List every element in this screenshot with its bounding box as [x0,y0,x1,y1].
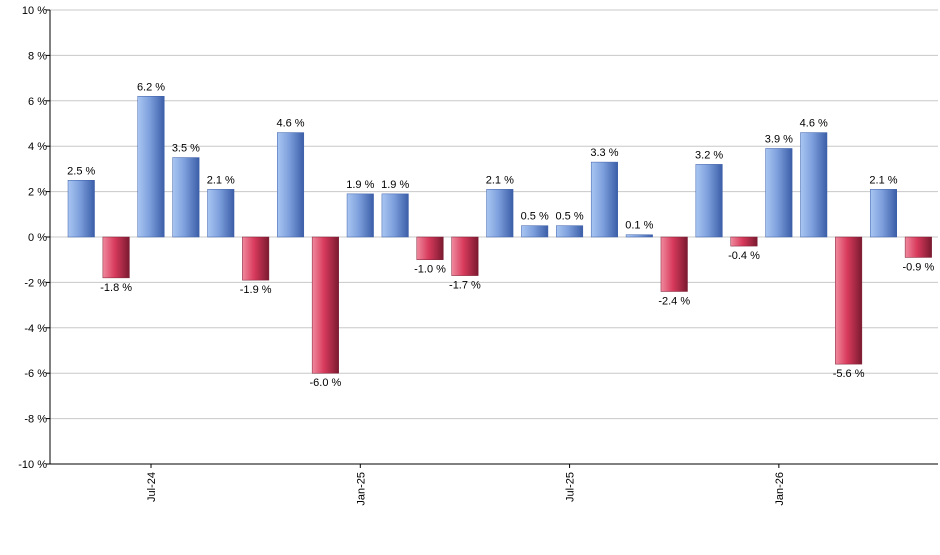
bar-positive [765,148,793,238]
bar-positive [277,132,305,238]
x-axis-ticks: Jul-24 Jan-25 Jul-25 Jan-26 [146,464,786,506]
data-label: -1.7 % [449,280,481,292]
data-label: 6.2 % [137,81,165,93]
bar-positive [207,189,235,238]
y-tick-label: 0 % [28,232,47,244]
axes [49,10,938,465]
bar-negative [102,236,130,279]
y-tick-label: 2 % [28,187,47,199]
bar-positive [486,189,514,238]
y-tick-label: -8 % [24,414,47,426]
bars [67,96,932,374]
x-tick-label: Jul-25 [565,472,577,502]
bar-negative [835,236,863,365]
data-label: 0.5 % [521,211,549,223]
bar-positive [695,164,723,238]
data-label: 0.5 % [556,211,584,223]
x-tick-label: Jan-26 [774,472,786,506]
data-label: 3.2 % [695,149,723,161]
bar-negative [451,236,479,276]
y-tick-label: 6 % [28,96,47,108]
bar-negative [311,236,339,374]
data-label: 3.5 % [172,143,200,155]
bar-positive [590,161,618,238]
data-label: -1.0 % [414,264,446,276]
bar-negative [660,236,688,292]
data-label: 2.1 % [207,174,235,186]
data-label: 4.6 % [276,118,304,130]
bar-positive [521,225,549,238]
y-tick-label: -10 % [18,459,47,471]
data-label: -1.8 % [100,282,132,294]
bar-positive [556,225,584,238]
data-label: -5.6 % [833,368,865,380]
y-tick-label: -2 % [24,277,47,289]
bar-positive [137,96,165,238]
data-label: 3.3 % [590,147,618,159]
bar-positive [346,193,374,238]
bar-positive [625,234,653,238]
data-label: 1.9 % [381,179,409,191]
data-label: 2.5 % [67,165,95,177]
x-tick-label: Jul-24 [146,472,158,502]
y-tick-label: -6 % [24,368,47,380]
data-label: -6.0 % [310,377,342,389]
data-label: 2.1 % [869,174,897,186]
data-label: 2.1 % [486,174,514,186]
bar-positive [172,157,200,238]
data-label: 3.9 % [765,133,793,145]
bar-negative [416,236,444,260]
bar-positive [67,180,95,238]
data-label: -1.9 % [240,284,272,296]
data-label: 4.6 % [800,118,828,130]
data-label: -2.4 % [658,295,690,307]
data-label: 1.9 % [346,179,374,191]
bar-positive [381,193,409,238]
y-tick-label: 10 % [22,5,47,17]
y-tick-label: 4 % [28,141,47,153]
y-tick-label: 8 % [28,50,47,62]
bar-positive [800,132,828,238]
data-label: 0.1 % [625,220,653,232]
y-tick-label: -4 % [24,323,47,335]
data-label: -0.9 % [902,261,934,273]
data-label: -0.4 % [728,250,760,262]
data-labels: 2.5 % -1.8 % 6.2 % 3.5 % 2.1 % -1.9 % 4.6 % -6.… [67,81,934,389]
bar-negative [242,236,270,281]
y-axis-ticks: -10 % -8 % -6 % -4 % -2 % 0 % 2 % 4 % 6 % 8 % 10 % [18,5,50,471]
bar-positive [869,189,897,238]
x-tick-label: Jan-25 [355,472,367,506]
bar-negative [730,236,758,247]
bar-negative [904,236,932,258]
